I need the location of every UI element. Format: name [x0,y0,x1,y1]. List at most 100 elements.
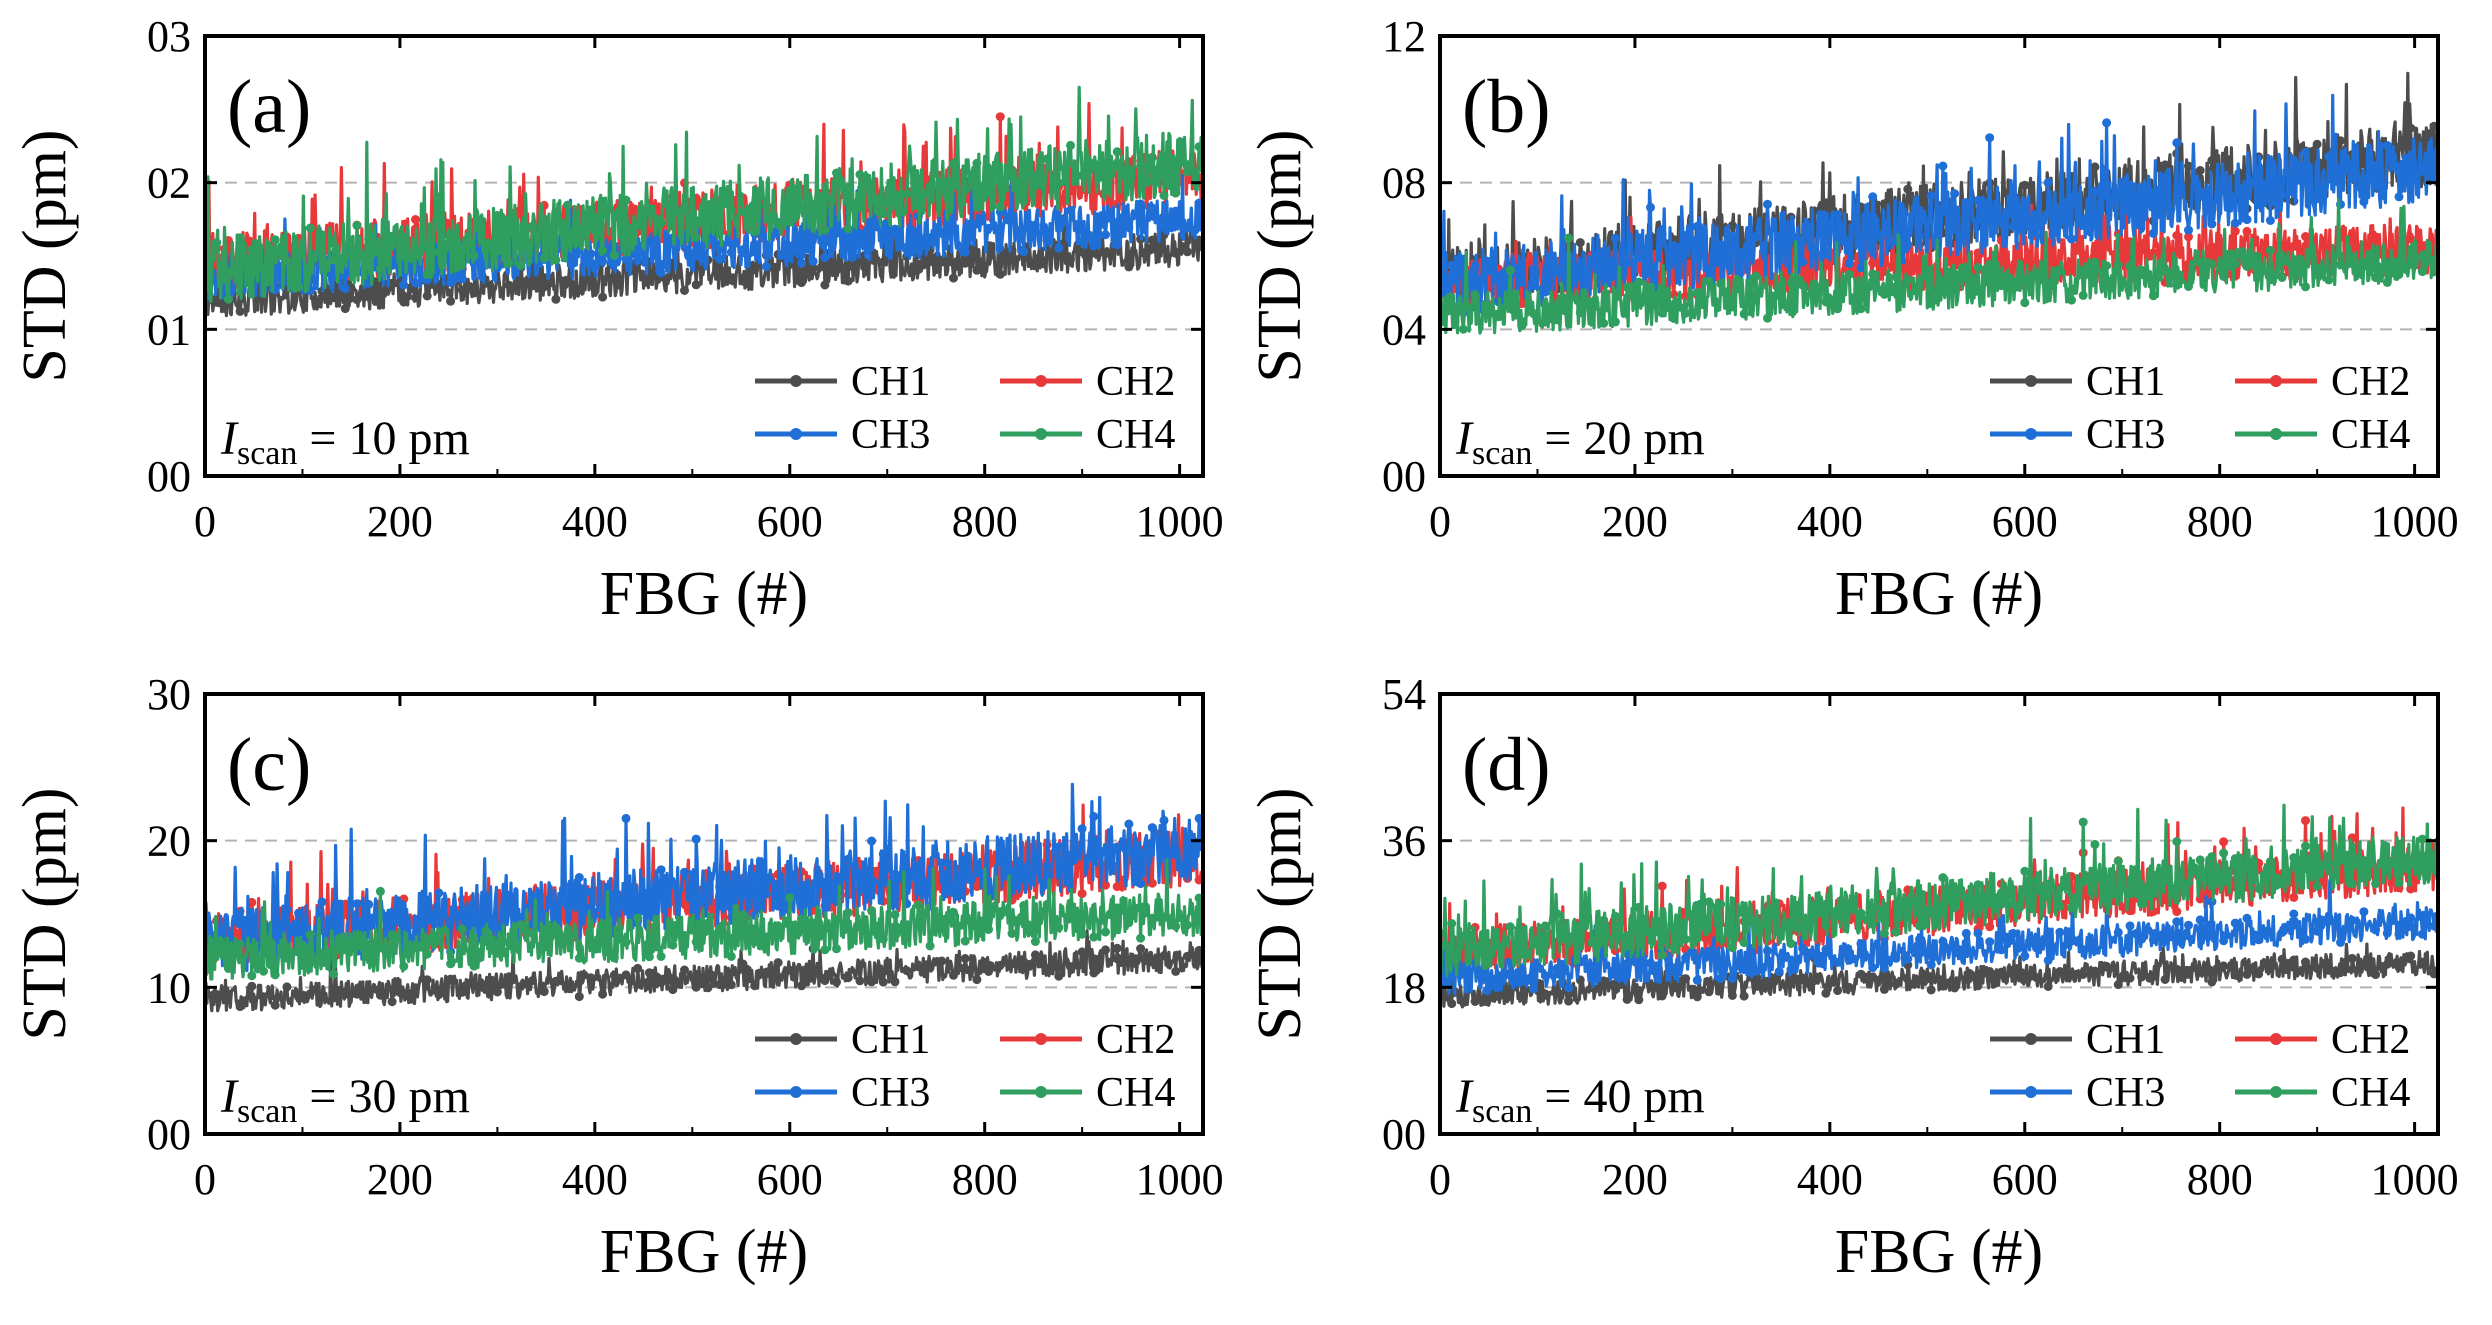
data-point [1622,258,1632,268]
data-point [2137,270,2147,279]
data-point [808,918,818,928]
data-point [2324,859,2334,868]
data-point [1763,946,1772,956]
data-point [1482,302,1492,312]
data-point [820,877,830,887]
data-point [668,940,678,950]
data-point [1517,976,1527,986]
data-point [609,970,619,980]
y-tick-label: 00 [147,452,191,501]
data-point [294,992,304,1002]
data-point [1552,963,1562,973]
data-point [2148,971,2158,981]
data-point [2207,242,2217,252]
data-point [2032,223,2041,233]
data-point [2382,277,2392,287]
legend: CH1 CH2 CH3 CH4 [1990,359,2410,458]
data-point [2172,907,2182,917]
chart-panel-a: 00 01 02 03 0 200 400 600 800 1000 FBG (#) STD (pm)… [11,12,1224,628]
data-point [1077,236,1087,246]
data-point [1054,842,1064,852]
data-point [949,907,958,917]
legend-marker-ch2 [1035,1033,1047,1045]
data-point [1891,979,1901,989]
data-point [1634,995,1644,1005]
data-point [1447,919,1457,928]
data-point [2102,880,2112,890]
data-point [925,233,935,243]
data-point [972,158,982,168]
series-markers-ch4 [205,886,1203,981]
y-tick-label: 04 [1382,305,1426,354]
data-point [832,944,841,954]
x-tick-label: 0 [1429,497,1451,546]
data-point [2254,935,2264,945]
legend-marker-ch1 [2025,1033,2037,1045]
data-point [797,981,806,991]
data-point [1030,261,1040,271]
data-point [1716,899,1726,909]
data-point [2406,123,2416,133]
legend-marker-ch3 [2025,1086,2037,1098]
data-point [2242,215,2252,225]
data-point [832,977,841,987]
data-point [539,987,549,997]
data-point [516,920,526,930]
data-point [469,251,479,261]
data-point [2137,899,2147,909]
series-group [205,782,1203,1013]
data-point [902,930,912,940]
x-axis-title: FBG (#) [600,1218,808,1286]
data-point [1540,989,1550,999]
y-tick-label: 01 [147,305,191,354]
data-point [1599,915,1609,925]
data-point [1564,931,1574,941]
data-point [1727,302,1737,312]
series-markers-ch4 [1440,233,2438,334]
data-point [1587,938,1597,948]
data-point [1751,966,1761,976]
data-point [387,997,397,1007]
data-point [785,965,795,975]
data-point [1540,317,1550,327]
legend-marker-ch4 [1035,428,1047,440]
data-point [1599,318,1609,328]
data-point [352,932,362,942]
data-point [1182,167,1192,177]
data-point [598,256,608,266]
data-point [1458,965,1468,974]
data-point [2254,969,2264,979]
data-point [2195,855,2205,865]
data-point [1147,823,1157,833]
data-point [1833,958,1843,967]
data-point [1669,314,1679,323]
data-point [2359,257,2369,267]
data-point [2312,963,2322,973]
data-point [2371,925,2381,935]
data-point [761,889,771,899]
data-point [2406,259,2416,269]
data-point [656,268,666,278]
data-point [2382,959,2392,969]
data-point [1054,178,1064,188]
data-point [1494,312,1503,322]
legend-marker-ch1 [790,1033,802,1045]
data-point [820,976,830,986]
legend-label-ch2: CH2 [1096,1017,1175,1063]
data-point [1985,922,1995,932]
data-point [2078,250,2088,260]
data-point [621,970,631,980]
data-point [563,200,573,210]
data-point [925,181,935,191]
data-point [586,249,596,259]
data-point [890,224,900,234]
y-tick-label: 36 [1382,817,1426,866]
data-point [504,258,514,268]
data-point [2219,961,2229,971]
plot-frame [1438,692,2440,1136]
data-point [633,255,643,265]
data-point [2125,181,2135,190]
data-point [691,280,701,290]
data-point [1147,176,1157,186]
data-point [1470,290,1480,300]
